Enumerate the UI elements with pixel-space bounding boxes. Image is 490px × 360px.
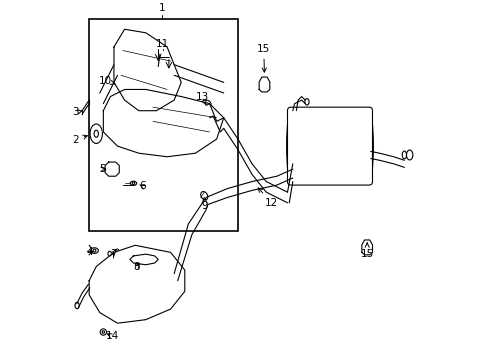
Text: 4: 4: [87, 247, 93, 257]
Text: 14: 14: [105, 331, 119, 341]
Text: 11: 11: [156, 39, 170, 49]
Text: 8: 8: [134, 261, 140, 271]
FancyBboxPatch shape: [288, 107, 372, 185]
Polygon shape: [105, 162, 119, 176]
Polygon shape: [130, 254, 158, 265]
Text: 9: 9: [201, 198, 208, 211]
Text: 15: 15: [361, 243, 374, 259]
Polygon shape: [89, 245, 185, 323]
Text: 2: 2: [73, 135, 87, 145]
Text: 6: 6: [139, 181, 146, 191]
Polygon shape: [103, 89, 224, 157]
Polygon shape: [362, 240, 372, 255]
Text: 5: 5: [99, 164, 106, 174]
Text: 3: 3: [73, 108, 82, 117]
Polygon shape: [114, 29, 181, 111]
Text: 1: 1: [158, 3, 165, 13]
Text: 10: 10: [98, 76, 115, 86]
Text: 12: 12: [258, 188, 278, 208]
Polygon shape: [259, 77, 270, 92]
Text: 13: 13: [196, 91, 209, 105]
Bar: [89, 19, 238, 231]
Text: 7: 7: [110, 249, 117, 259]
Text: 15: 15: [257, 44, 270, 72]
